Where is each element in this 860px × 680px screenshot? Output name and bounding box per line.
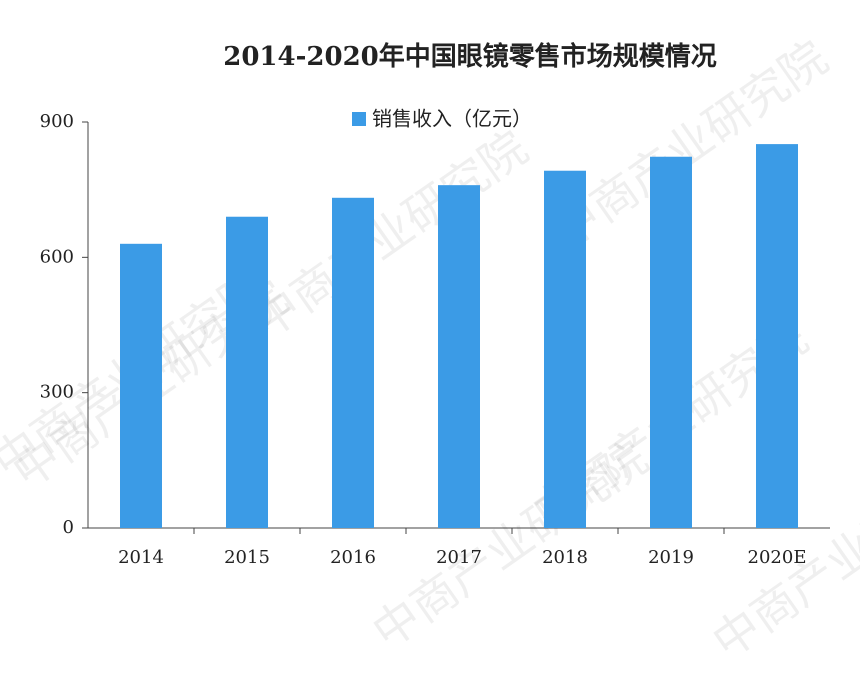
- x-tick-label: 2019: [648, 547, 694, 568]
- x-tick-label: 2015: [224, 547, 270, 568]
- x-tick-label: 2014: [118, 547, 164, 568]
- chart-title: 2014-2020年中国眼镜零售市场规模情况: [223, 41, 717, 72]
- legend-swatch: [352, 112, 366, 126]
- bar: [650, 156, 692, 529]
- legend-label: 销售收入（亿元）: [372, 107, 532, 131]
- bar: [120, 243, 162, 529]
- bar: [226, 216, 268, 528]
- y-tick-label: 300: [40, 382, 74, 403]
- y-tick-label: 0: [63, 517, 74, 538]
- x-tick-label: 2016: [330, 547, 376, 568]
- y-tick-label: 900: [40, 111, 74, 132]
- x-tick-label: 2018: [542, 547, 588, 568]
- bar: [438, 185, 480, 528]
- x-tick-label: 2017: [436, 547, 482, 568]
- bar: [332, 197, 374, 528]
- x-tick-label: 2020E: [748, 547, 807, 568]
- bar: [544, 170, 586, 528]
- bar: [756, 144, 798, 529]
- y-tick-label: 600: [40, 246, 74, 267]
